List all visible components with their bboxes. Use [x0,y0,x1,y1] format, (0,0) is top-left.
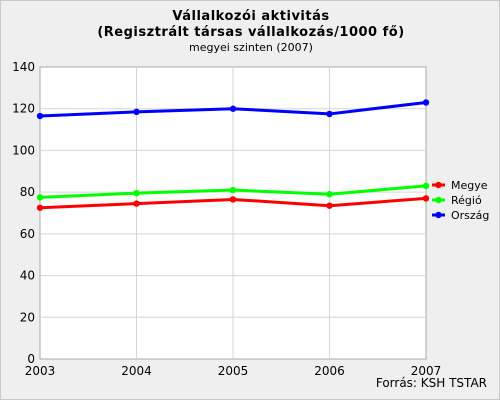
y-tick-label: 20 [20,310,35,324]
legend-swatch-marker [435,196,442,204]
data-point-megye [133,200,140,207]
y-tick-label: 120 [12,102,35,116]
data-point-ország [36,112,44,120]
x-tick-label: 2007 [411,364,442,378]
legend-swatch-marker [435,181,442,189]
x-axis-ticks: 2003 2004 2005 2006 2007 [25,364,442,378]
y-tick-label: 0 [27,352,35,366]
data-point-ország [326,110,333,118]
legend: Megye Régió Ország [432,179,489,222]
x-tick-label: 2003 [25,364,56,378]
data-point-megye [36,204,44,211]
legend-label: Ország [451,209,489,222]
chart-subtitle: megyei szinten (2007) [189,41,313,54]
y-axis-ticks: 0 20 40 60 80 100 120 140 [12,60,35,366]
x-tick-label: 2004 [121,364,152,378]
data-point-régió [422,182,430,190]
legend-swatch-marker [435,211,442,219]
data-point-régió [326,191,333,198]
data-point-ország [229,105,237,112]
y-tick-label: 60 [20,227,35,241]
legend-label: Régió [451,194,482,207]
data-point-régió [133,189,140,197]
data-point-megye [422,195,430,202]
y-tick-label: 140 [12,60,35,74]
y-tick-label: 40 [20,269,35,283]
chart-title-line2: (Regisztrált társas vállalkozás/1000 fő) [97,25,405,40]
data-point-régió [229,186,237,194]
x-tick-label: 2005 [218,364,249,378]
x-tick-label: 2006 [314,364,345,378]
data-point-régió [36,194,44,201]
chart-title: Vállalkozói aktivitás [172,9,330,24]
data-point-megye [326,202,333,209]
data-point-megye [229,196,237,203]
source-note: Forrás: KSH TSTAR [375,376,487,390]
y-tick-label: 100 [12,143,35,157]
legend-label: Megye [451,179,488,192]
series-group [36,99,430,211]
data-point-ország [422,99,430,106]
data-point-ország [133,108,140,116]
y-tick-label: 80 [20,185,35,199]
